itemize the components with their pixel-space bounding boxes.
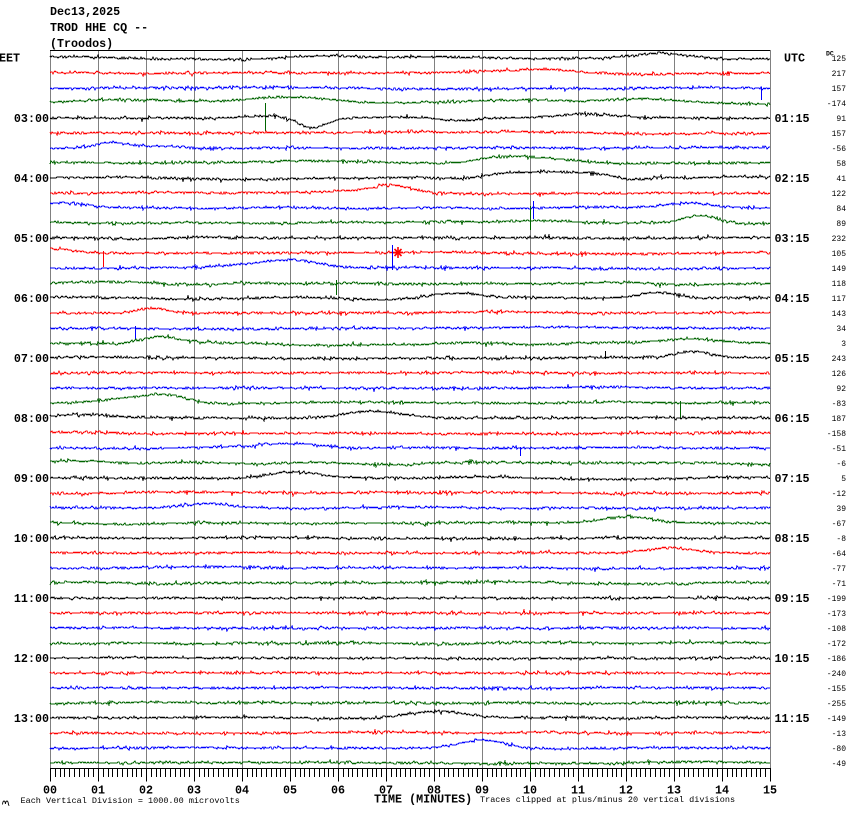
svg-text:07:00: 07:00	[14, 352, 49, 366]
svg-text:243: 243	[832, 355, 847, 364]
svg-text:Traces clipped at plus/minus 2: Traces clipped at plus/minus 20 vertical…	[480, 795, 735, 805]
svg-text:12:00: 12:00	[14, 652, 49, 666]
svg-text:-172: -172	[827, 640, 846, 649]
svg-text:09: 09	[475, 784, 489, 798]
svg-text:-240: -240	[827, 670, 846, 679]
svg-text:11:00: 11:00	[14, 592, 49, 606]
svg-text:-51: -51	[832, 445, 847, 454]
svg-text:122: 122	[832, 190, 847, 199]
svg-text:14: 14	[715, 784, 729, 798]
svg-text:118: 118	[832, 280, 847, 289]
svg-text:-174: -174	[827, 100, 846, 109]
svg-text:05:15: 05:15	[775, 352, 810, 366]
svg-text:04:00: 04:00	[14, 172, 49, 186]
svg-text:EET: EET	[0, 52, 20, 66]
svg-text:3: 3	[841, 340, 846, 349]
svg-text:125: 125	[832, 55, 847, 64]
svg-text:157: 157	[832, 85, 847, 94]
svg-text:11: 11	[571, 784, 585, 798]
svg-text:06:00: 06:00	[14, 292, 49, 306]
svg-text:00: 00	[43, 784, 57, 798]
svg-text:58: 58	[836, 160, 846, 169]
svg-text:-173: -173	[827, 610, 846, 619]
svg-text:03:15: 03:15	[775, 232, 810, 246]
svg-text:02: 02	[139, 784, 153, 798]
svg-text:157: 157	[832, 130, 847, 139]
svg-text:01:15: 01:15	[775, 112, 810, 126]
svg-text:-56: -56	[832, 145, 847, 154]
svg-text:143: 143	[832, 310, 847, 319]
svg-text:-77: -77	[832, 565, 847, 574]
svg-text:13: 13	[667, 784, 681, 798]
svg-text:-12: -12	[832, 490, 847, 499]
svg-text:-199: -199	[827, 595, 846, 604]
svg-text:Dec13,2025: Dec13,2025	[50, 5, 120, 19]
svg-text:TIME (MINUTES): TIME (MINUTES)	[374, 793, 472, 807]
svg-text:10:15: 10:15	[775, 652, 810, 666]
svg-text:-255: -255	[827, 700, 846, 709]
svg-text:-186: -186	[827, 655, 846, 664]
svg-text:149: 149	[832, 265, 847, 274]
svg-text:-108: -108	[827, 625, 846, 634]
svg-text:-83: -83	[832, 400, 847, 409]
svg-text:-149: -149	[827, 715, 846, 724]
svg-text:89: 89	[836, 220, 846, 229]
svg-text:-8: -8	[836, 535, 846, 544]
svg-text:09:00: 09:00	[14, 472, 49, 486]
svg-text:-158: -158	[827, 430, 846, 439]
svg-text:(Troodos): (Troodos)	[50, 37, 113, 51]
svg-text:15: 15	[763, 784, 777, 798]
svg-text:-71: -71	[832, 580, 847, 589]
svg-text:217: 217	[832, 70, 847, 79]
svg-text:05:00: 05:00	[14, 232, 49, 246]
svg-text:07:15: 07:15	[775, 472, 810, 486]
svg-text:-6: -6	[836, 460, 846, 469]
svg-text:03: 03	[187, 784, 201, 798]
svg-text:-64: -64	[832, 550, 847, 559]
svg-text:11:15: 11:15	[775, 712, 810, 726]
svg-text:39: 39	[836, 505, 846, 514]
svg-text:34: 34	[836, 325, 846, 334]
svg-text:84: 84	[836, 205, 846, 214]
svg-text:TROD HHE CQ --: TROD HHE CQ --	[50, 21, 148, 35]
svg-text:92: 92	[836, 385, 846, 394]
svg-text:91: 91	[836, 115, 846, 124]
svg-text:126: 126	[832, 370, 847, 379]
svg-text:-67: -67	[832, 520, 847, 529]
svg-text:-49: -49	[832, 760, 847, 769]
svg-text:01: 01	[91, 784, 105, 798]
svg-text:06: 06	[331, 784, 345, 798]
svg-text:13:00: 13:00	[14, 712, 49, 726]
svg-text:02:15: 02:15	[775, 172, 810, 186]
svg-text:08: 08	[427, 784, 441, 798]
svg-text:Each Vertical Division = 1000.: Each Vertical Division = 1000.00 microvo…	[21, 796, 240, 806]
svg-text:5: 5	[841, 475, 846, 484]
svg-text:07: 07	[379, 784, 393, 798]
svg-text:105: 105	[832, 250, 847, 259]
svg-text:UTC: UTC	[784, 52, 805, 66]
svg-text:04: 04	[235, 784, 249, 798]
svg-text:04:15: 04:15	[775, 292, 810, 306]
svg-text:10:00: 10:00	[14, 532, 49, 546]
svg-text:-13: -13	[832, 730, 847, 739]
svg-text:-80: -80	[832, 745, 847, 754]
svg-text:09:15: 09:15	[775, 592, 810, 606]
svg-text:117: 117	[832, 295, 847, 304]
svg-text:08:00: 08:00	[14, 412, 49, 426]
svg-text:03:00: 03:00	[14, 112, 49, 126]
svg-text:DC: DC	[826, 51, 834, 58]
svg-text:41: 41	[836, 175, 846, 184]
svg-text:08:15: 08:15	[775, 532, 810, 546]
svg-text:12: 12	[619, 784, 633, 798]
svg-text:10: 10	[523, 784, 537, 798]
svg-text:-155: -155	[827, 685, 846, 694]
svg-text:06:15: 06:15	[775, 412, 810, 426]
svg-text:232: 232	[832, 235, 847, 244]
svg-text:05: 05	[283, 784, 297, 798]
svg-text:187: 187	[832, 415, 847, 424]
